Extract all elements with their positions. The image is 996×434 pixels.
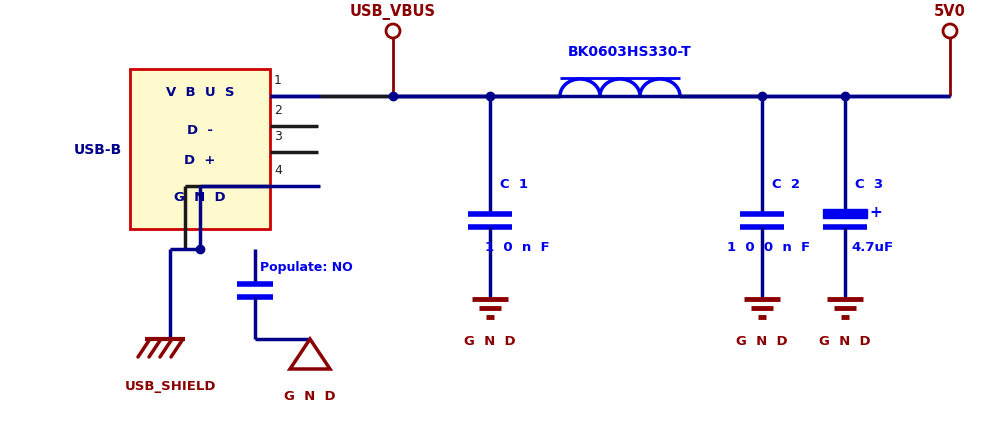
Text: D  -: D - — [187, 123, 213, 136]
Text: USB_VBUS: USB_VBUS — [350, 4, 436, 20]
Text: 3: 3 — [274, 130, 282, 143]
Text: Populate: NO: Populate: NO — [260, 260, 353, 273]
Text: D  +: D + — [184, 153, 216, 166]
Text: 5V0: 5V0 — [934, 4, 966, 20]
Text: 1  0  0  n  F: 1 0 0 n F — [727, 241, 810, 254]
Text: 4: 4 — [274, 164, 282, 177]
Text: USB_SHIELD: USB_SHIELD — [124, 379, 216, 392]
Text: G  N  D: G N D — [464, 334, 516, 347]
Text: BK0603HS330-T: BK0603HS330-T — [568, 45, 692, 59]
Bar — [823, 210, 867, 218]
Text: 4.7uF: 4.7uF — [851, 241, 893, 254]
Bar — [130, 70, 270, 230]
Text: C  2: C 2 — [772, 178, 800, 191]
Text: G  N  D: G N D — [736, 334, 788, 347]
Text: G  N  D: G N D — [284, 389, 336, 402]
Text: V  B  U  S: V B U S — [165, 85, 234, 98]
Text: +: + — [869, 205, 881, 220]
Text: C  3: C 3 — [855, 178, 883, 191]
Text: 2: 2 — [274, 104, 282, 117]
Text: C  1: C 1 — [500, 178, 528, 191]
Text: USB-B: USB-B — [74, 143, 122, 157]
Text: G  N  D: G N D — [819, 334, 871, 347]
Text: 1: 1 — [274, 74, 282, 87]
Text: 1  0  n  F: 1 0 n F — [485, 241, 550, 254]
Text: G  N  D: G N D — [174, 191, 226, 204]
